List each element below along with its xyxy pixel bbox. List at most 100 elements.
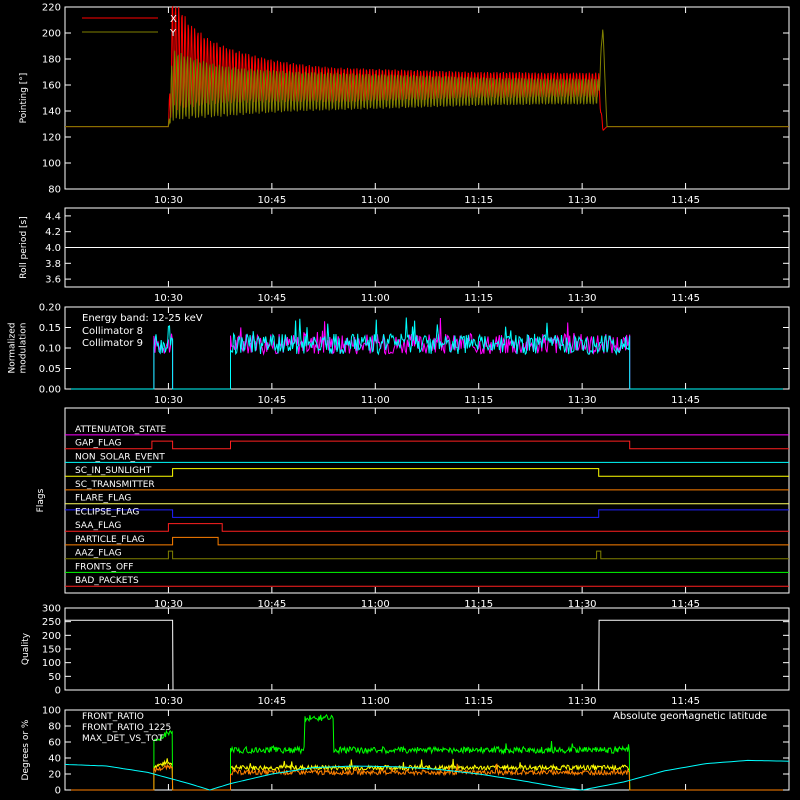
y-tick-label: 4.0 [45, 243, 61, 254]
plot-frame [64, 6, 790, 190]
flag-line-particle-flag [65, 536, 789, 546]
y-axis-label: Normalized [8, 322, 18, 373]
x-tick-label: 11:30 [568, 293, 597, 304]
flag-label: NON_SOLAR_EVENT [75, 452, 165, 462]
series-line-y [65, 29, 789, 128]
latitude-line [64, 759, 790, 791]
legend-label: Y [169, 28, 177, 39]
x-tick-label: 11:15 [464, 599, 493, 610]
x-tick-label: 11:00 [361, 696, 390, 707]
x-tick-label: 11:15 [464, 696, 493, 707]
y-tick-label: 120 [42, 133, 61, 144]
plot-frame [64, 407, 790, 594]
y-tick-label: 60 [48, 738, 61, 749]
plot-frame [64, 709, 790, 791]
x-tick-label: 11:45 [671, 696, 700, 707]
series-line-max-det-vs-tot [65, 762, 789, 791]
flag-label: FRONTS_OFF [75, 562, 133, 572]
legend-label: MAX_DET_VS_TOT [82, 734, 164, 744]
y-tick-label: 4.4 [45, 211, 61, 222]
x-tick-label: 10:45 [257, 395, 286, 406]
y-tick-label: 80 [48, 722, 61, 733]
flag-label: SAA_FLAG [75, 521, 121, 531]
pointing-panel: 10:30 10:45 11:00 11:15 11:30 11:45 80 100 120 14… [19, 3, 790, 206]
roll-period-panel: 10:30 10:45 11:00 11:15 11:30 11:45 3.6 3.8 4.0 4… [19, 207, 790, 304]
x-tick-label: 10:45 [257, 293, 286, 304]
latitude-legend-label: Absolute geomagnetic latitude [613, 711, 767, 722]
y-tick-label: 100 [42, 159, 61, 170]
y-tick-label: 0.00 [39, 385, 61, 396]
y-tick-label: 160 [42, 81, 61, 92]
y-tick-label: 0.20 [39, 303, 61, 314]
x-tick-label: 11:15 [464, 395, 493, 406]
x-tick-label: 11:45 [671, 293, 700, 304]
flag-label: SC_IN_SUNLIGHT [75, 466, 152, 476]
modulation-panel: 10:30 10:45 11:00 11:15 11:30 11:45 0.00 0.05 0.… [8, 303, 790, 406]
x-tick-label: 11:15 [464, 293, 493, 304]
y-tick-label: 50 [48, 672, 61, 683]
x-tick-label: 10:30 [154, 696, 183, 707]
y-axis-label: modulation [19, 323, 29, 374]
energy-band-label: Energy band: 12-25 keV [82, 313, 203, 324]
y-tick-label: 3.8 [45, 259, 61, 270]
flag-line-saa-flag [65, 523, 789, 532]
flags-panel: ATTENUATOR_STATE GAP_FLAG NON_SOLAR_EVENT S… [36, 407, 790, 610]
ratios-panel: 0 20 40 60 80 100 Degrees or % FRONT_RATIOFRONT… [21, 706, 790, 797]
x-tick-label: 11:45 [671, 195, 700, 206]
x-tick-label: 10:30 [154, 293, 183, 304]
x-tick-label: 11:45 [671, 395, 700, 406]
x-tick-label: 10:45 [257, 195, 286, 206]
flag-line-sc-in-sunlight [65, 468, 789, 477]
y-tick-label: 220 [42, 3, 61, 14]
y-axis-label: Roll period [s] [19, 216, 29, 278]
flag-label: FLARE_FLAG [75, 494, 131, 504]
legend-label: Collimator 9 [82, 338, 143, 349]
flag-label: SC_TRANSMITTER [75, 480, 155, 490]
flag-label: AAZ_FLAG [75, 549, 122, 559]
flag-label: ECLIPSE_FLAG [75, 507, 139, 517]
legend-label: Collimator 8 [82, 326, 143, 337]
x-tick-label: 10:30 [154, 395, 183, 406]
x-tick-label: 11:30 [568, 696, 597, 707]
legend-label: FRONT_RATIO_1225 [82, 723, 171, 733]
y-tick-label: 0 [55, 786, 61, 797]
x-tick-label: 11:30 [568, 599, 597, 610]
quality-line [65, 619, 789, 691]
y-tick-label: 0.10 [39, 344, 61, 355]
legend-label: X [170, 14, 177, 25]
x-tick-label: 11:00 [361, 195, 390, 206]
x-tick-label: 11:45 [671, 599, 700, 610]
y-axis-label: Quality [21, 632, 31, 665]
x-tick-label: 11:00 [361, 293, 390, 304]
flag-label: ATTENUATOR_STATE [75, 425, 167, 435]
x-tick-label: 10:45 [257, 599, 286, 610]
series-line-collimator-9 [65, 317, 789, 390]
x-tick-label: 10:30 [154, 599, 183, 610]
flag-line-aaz-flag [65, 550, 789, 560]
y-tick-label: 180 [42, 55, 61, 66]
x-tick-label: 10:30 [154, 195, 183, 206]
y-axis-label: Flags [36, 488, 46, 512]
legend-label: FRONT_RATIO [82, 712, 144, 722]
x-tick-label: 11:00 [361, 395, 390, 406]
series-line-collimator-8 [65, 317, 789, 390]
x-tick-label: 10:45 [257, 696, 286, 707]
flag-line-eclipse-flag [65, 509, 789, 518]
y-axis-label: Pointing [°] [19, 73, 29, 124]
y-axis-label: Degrees or % [21, 719, 31, 780]
y-tick-label: 3.6 [45, 275, 61, 286]
y-tick-label: 140 [42, 107, 61, 118]
y-tick-label: 250 [42, 617, 61, 628]
y-tick-label: 40 [48, 754, 61, 765]
y-tick-label: 100 [42, 658, 61, 669]
y-tick-label: 0.05 [39, 364, 61, 375]
series-line-front-ratio [65, 758, 789, 791]
x-tick-label: 11:15 [464, 195, 493, 206]
flag-line-gap-flag [65, 440, 789, 450]
flag-label: GAP_FLAG [75, 439, 121, 449]
flag-label: BAD_PACKETS [75, 576, 139, 586]
y-tick-label: 150 [42, 645, 61, 656]
series-line-front-ratio-1225 [65, 713, 789, 791]
y-tick-label: 4.2 [45, 227, 61, 238]
